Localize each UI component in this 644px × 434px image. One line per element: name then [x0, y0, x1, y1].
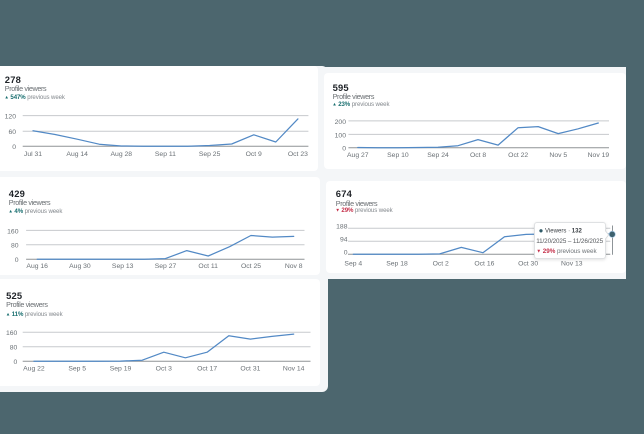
svg-text:Oct 17: Oct 17	[197, 366, 217, 373]
svg-text:Nov 13: Nov 13	[561, 261, 583, 268]
svg-text:Sep 5: Sep 5	[68, 366, 86, 373]
svg-text:Aug 30: Aug 30	[69, 263, 91, 270]
svg-text:Nov 14: Nov 14	[283, 366, 305, 373]
svg-text:160: 160	[6, 330, 18, 337]
svg-text:Oct 3: Oct 3	[156, 366, 172, 373]
svg-text:160: 160	[7, 228, 19, 235]
svg-text:Nov 5: Nov 5	[549, 152, 567, 159]
svg-text:Aug 28: Aug 28	[111, 151, 133, 158]
svg-text:0: 0	[342, 146, 346, 153]
svg-text:60: 60	[8, 129, 16, 136]
svg-text:Jul 31: Jul 31	[24, 151, 42, 158]
svg-text:Sep 25: Sep 25	[199, 151, 221, 158]
svg-text:Oct 11: Oct 11	[198, 263, 218, 270]
svg-text:Oct 23: Oct 23	[288, 151, 308, 158]
svg-text:200: 200	[335, 119, 347, 126]
svg-text:Oct 31: Oct 31	[240, 366, 260, 373]
svg-text:Nov 8: Nov 8	[285, 263, 303, 270]
svg-text:Oct 22: Oct 22	[508, 152, 528, 159]
svg-text:Sep 11: Sep 11	[155, 151, 176, 158]
svg-text:120: 120	[5, 114, 17, 121]
svg-text:80: 80	[11, 243, 19, 250]
svg-text:Aug 27: Aug 27	[347, 152, 369, 159]
svg-text:Aug 14: Aug 14	[66, 151, 88, 158]
svg-text:Oct 25: Oct 25	[241, 263, 261, 270]
svg-text:Oct 2: Oct 2	[433, 261, 449, 268]
svg-text:Aug 22: Aug 22	[23, 366, 45, 373]
svg-text:Nov 19: Nov 19	[588, 152, 610, 159]
svg-text:0: 0	[14, 359, 18, 366]
svg-text:Sep 27: Sep 27	[155, 263, 177, 270]
svg-text:Sep 18: Sep 18	[386, 261, 408, 268]
svg-text:Sep 10: Sep 10	[387, 152, 409, 159]
svg-text:Oct 9: Oct 9	[246, 151, 262, 158]
svg-text:100: 100	[335, 132, 347, 139]
svg-text:Sep 4: Sep 4	[344, 261, 362, 268]
svg-text:Oct 30: Oct 30	[518, 261, 538, 268]
svg-text:Sep 24: Sep 24	[427, 152, 449, 159]
svg-text:188: 188	[336, 224, 348, 231]
svg-text:Sep 19: Sep 19	[110, 366, 132, 373]
svg-text:Oct 8: Oct 8	[470, 152, 486, 159]
svg-text:0: 0	[12, 144, 16, 151]
svg-text:0: 0	[15, 257, 19, 264]
svg-text:0: 0	[344, 250, 348, 257]
svg-text:94: 94	[340, 237, 348, 244]
svg-text:80: 80	[10, 345, 18, 352]
svg-text:Sep 13: Sep 13	[112, 263, 134, 270]
svg-text:Oct 16: Oct 16	[474, 261, 494, 268]
svg-text:Aug 16: Aug 16	[26, 263, 48, 270]
